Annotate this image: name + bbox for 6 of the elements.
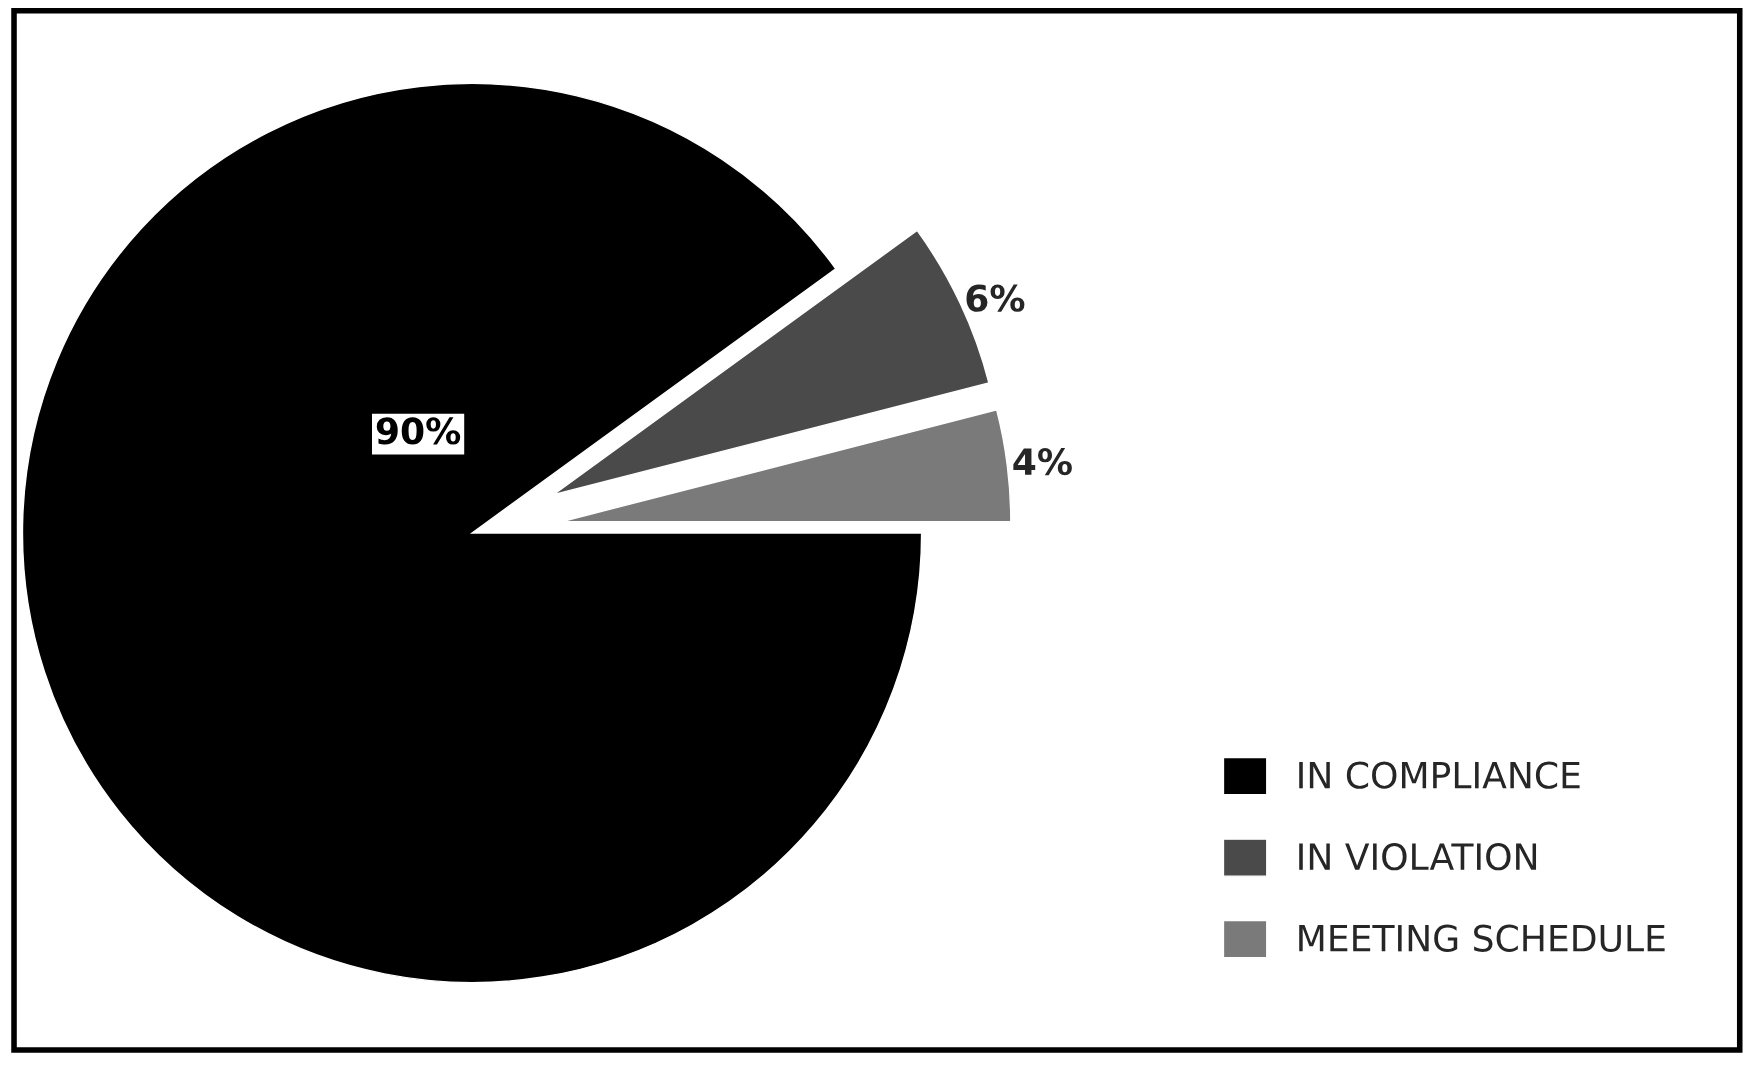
data-label: 6% (966, 284, 1025, 312)
legend-label: IN VIOLATION (1299, 843, 1537, 871)
legend-label: MEETING SCHEDULE (1299, 924, 1665, 952)
data-label: 4% (1013, 447, 1072, 476)
data-label: 90% (376, 417, 461, 445)
legend-label: IN COMPLIANCE (1299, 761, 1580, 789)
